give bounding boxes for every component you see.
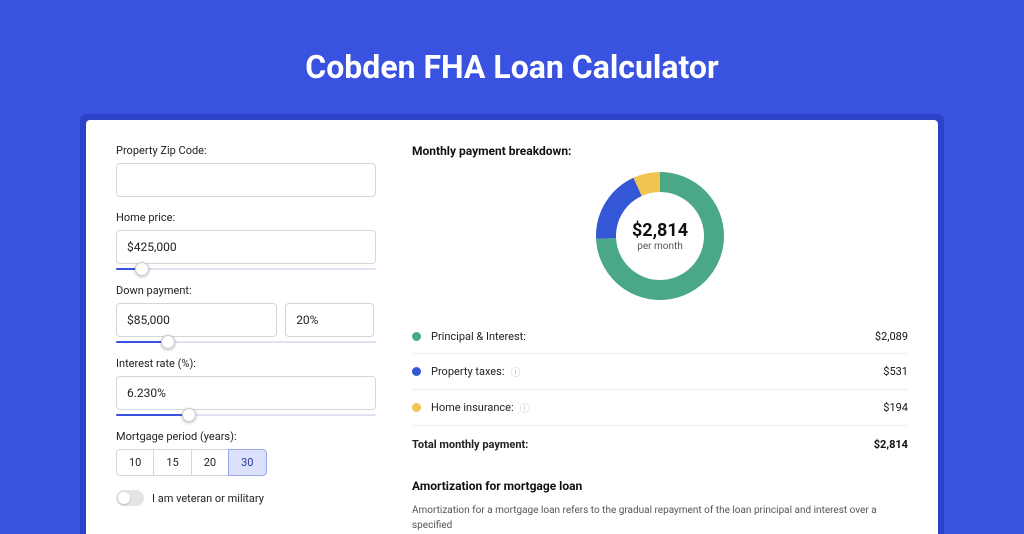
info-icon[interactable]: ⓘ (510, 364, 520, 379)
veteran-row: I am veteran or military (116, 490, 376, 506)
breakdown-title: Monthly payment breakdown: (412, 144, 908, 158)
price-field-group: Home price: (116, 211, 376, 270)
legend-label: Principal & Interest: (431, 330, 526, 343)
rate-input[interactable] (116, 376, 376, 410)
period-option-30[interactable]: 30 (228, 449, 266, 476)
legend-list: Principal & Interest: $2,089 Property taxe… (412, 320, 908, 426)
period-option-10[interactable]: 10 (116, 449, 154, 476)
down-amount-input[interactable] (116, 303, 277, 337)
amortization-section: Amortization for mortgage loan Amortizat… (412, 479, 908, 533)
legend-row: Home insurance: ⓘ $194 (412, 390, 908, 426)
rate-field-group: Interest rate (%): (116, 357, 376, 416)
legend-row: Principal & Interest: $2,089 (412, 320, 908, 354)
period-option-20[interactable]: 20 (191, 449, 229, 476)
info-icon[interactable]: ⓘ (520, 400, 530, 415)
period-option-15[interactable]: 15 (153, 449, 191, 476)
veteran-label: I am veteran or military (152, 492, 264, 505)
breakdown-panel: Monthly payment breakdown: $2,814 per mo… (412, 144, 908, 510)
rate-slider-fill (116, 414, 189, 416)
rate-label: Interest rate (%): (116, 357, 376, 370)
donut-center: $2,814 per month (596, 172, 724, 300)
donut-chart: $2,814 per month (596, 172, 724, 300)
legend-row: Property taxes: ⓘ $531 (412, 354, 908, 390)
down-label: Down payment: (116, 284, 376, 297)
legend-total-row: Total monthly payment: $2,814 (412, 426, 908, 461)
legend-label: Home insurance: (431, 401, 514, 414)
calculator-card: Property Zip Code: Home price: Down paym… (86, 120, 938, 534)
veteran-toggle[interactable] (116, 490, 144, 506)
period-field-group: Mortgage period (years): 10152030 (116, 430, 376, 476)
legend-value: $531 (883, 365, 908, 378)
period-options: 10152030 (116, 449, 267, 476)
legend-dot (412, 403, 421, 412)
form-panel: Property Zip Code: Home price: Down paym… (116, 144, 376, 510)
rate-slider-thumb[interactable] (182, 408, 196, 422)
zip-field-group: Property Zip Code: (116, 144, 376, 197)
legend-total-value: $2,814 (874, 438, 908, 451)
down-slider-thumb[interactable] (161, 335, 175, 349)
legend-value: $194 (883, 401, 908, 414)
down-slider[interactable] (116, 341, 376, 343)
down-pct-input[interactable] (285, 303, 373, 337)
card-shadow: Property Zip Code: Home price: Down paym… (80, 114, 944, 534)
legend-value: $2,089 (875, 330, 908, 343)
period-label: Mortgage period (years): (116, 430, 376, 443)
amortization-title: Amortization for mortgage loan (412, 479, 908, 493)
price-input[interactable] (116, 230, 376, 264)
legend-dot (412, 332, 421, 341)
legend-label: Property taxes: (431, 365, 504, 378)
price-label: Home price: (116, 211, 376, 224)
down-field-group: Down payment: (116, 284, 376, 343)
zip-label: Property Zip Code: (116, 144, 376, 157)
price-slider-thumb[interactable] (135, 262, 149, 276)
amortization-text: Amortization for a mortgage loan refers … (412, 503, 908, 533)
donut-chart-wrap: $2,814 per month (412, 172, 908, 300)
legend-dot (412, 367, 421, 376)
donut-sub: per month (637, 241, 683, 252)
price-slider[interactable] (116, 268, 376, 270)
rate-slider[interactable] (116, 414, 376, 416)
veteran-toggle-knob (118, 492, 130, 504)
page-title: Cobden FHA Loan Calculator (0, 0, 1024, 114)
zip-input[interactable] (116, 163, 376, 197)
legend-total-label: Total monthly payment: (412, 438, 528, 451)
donut-amount: $2,814 (632, 220, 688, 241)
